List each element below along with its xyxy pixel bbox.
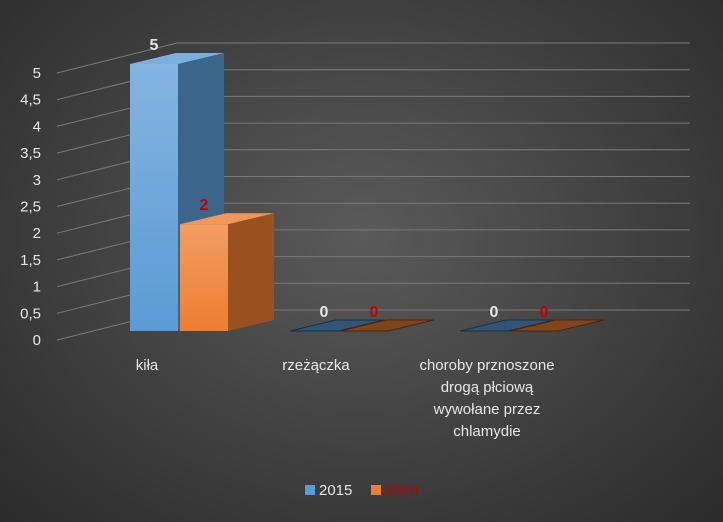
data-label: 0 (370, 304, 379, 321)
y-axis-ticks: 0 0,5 1 1,5 2 2,5 3 3,5 4 4,5 5 (20, 65, 41, 349)
category-label: chlamydie (453, 423, 521, 440)
legend-label-2015: 2015 (319, 482, 352, 499)
legend-swatch-2016 (371, 485, 381, 495)
bar-front (130, 64, 178, 331)
bar-2016-1: 0 (339, 304, 435, 332)
bar-front (180, 224, 228, 331)
legend-label-2016: 2016 (385, 482, 418, 499)
data-label: 2 (200, 197, 209, 214)
gridline-diagonal (56, 42, 178, 74)
legend: 2015 2016 (305, 482, 418, 499)
category-label: drogą płciową (441, 379, 534, 396)
data-label: 0 (540, 304, 549, 321)
y-tick-label: 1 (33, 279, 41, 296)
bars: 5 0 0 2 0 0 (130, 37, 605, 332)
y-tick-label: 0,5 (20, 305, 41, 322)
category-label: wywołane przez (433, 401, 541, 418)
y-tick-label: 3,5 (20, 145, 41, 162)
data-label: 0 (490, 304, 499, 321)
bar-top (180, 213, 274, 225)
y-tick-label: 1,5 (20, 252, 41, 269)
y-tick-label: 4,5 (20, 92, 41, 109)
bar-floor (339, 319, 435, 332)
bar-top (130, 53, 224, 64)
y-tick-label: 3 (33, 172, 41, 189)
bar-floor (509, 319, 605, 332)
bar-side (228, 213, 274, 331)
data-label: 5 (150, 37, 159, 54)
y-tick-label: 2 (33, 225, 41, 242)
x-axis-categories: kiła rzeżączka choroby prznoszone drogą płc… (136, 357, 555, 440)
bar-2016-2: 0 (509, 304, 605, 332)
data-label: 0 (320, 304, 329, 321)
bar-2016-0: 2 (180, 197, 274, 331)
category-label: kiła (136, 357, 159, 374)
y-tick-label: 5 (33, 65, 41, 82)
y-tick-label: 0 (33, 332, 41, 349)
legend-swatch-2015 (305, 485, 315, 495)
category-label: choroby prznoszone (419, 357, 554, 374)
y-tick-label: 2,5 (20, 199, 41, 216)
category-label: rzeżączka (282, 357, 350, 374)
y-tick-label: 4 (33, 118, 41, 135)
